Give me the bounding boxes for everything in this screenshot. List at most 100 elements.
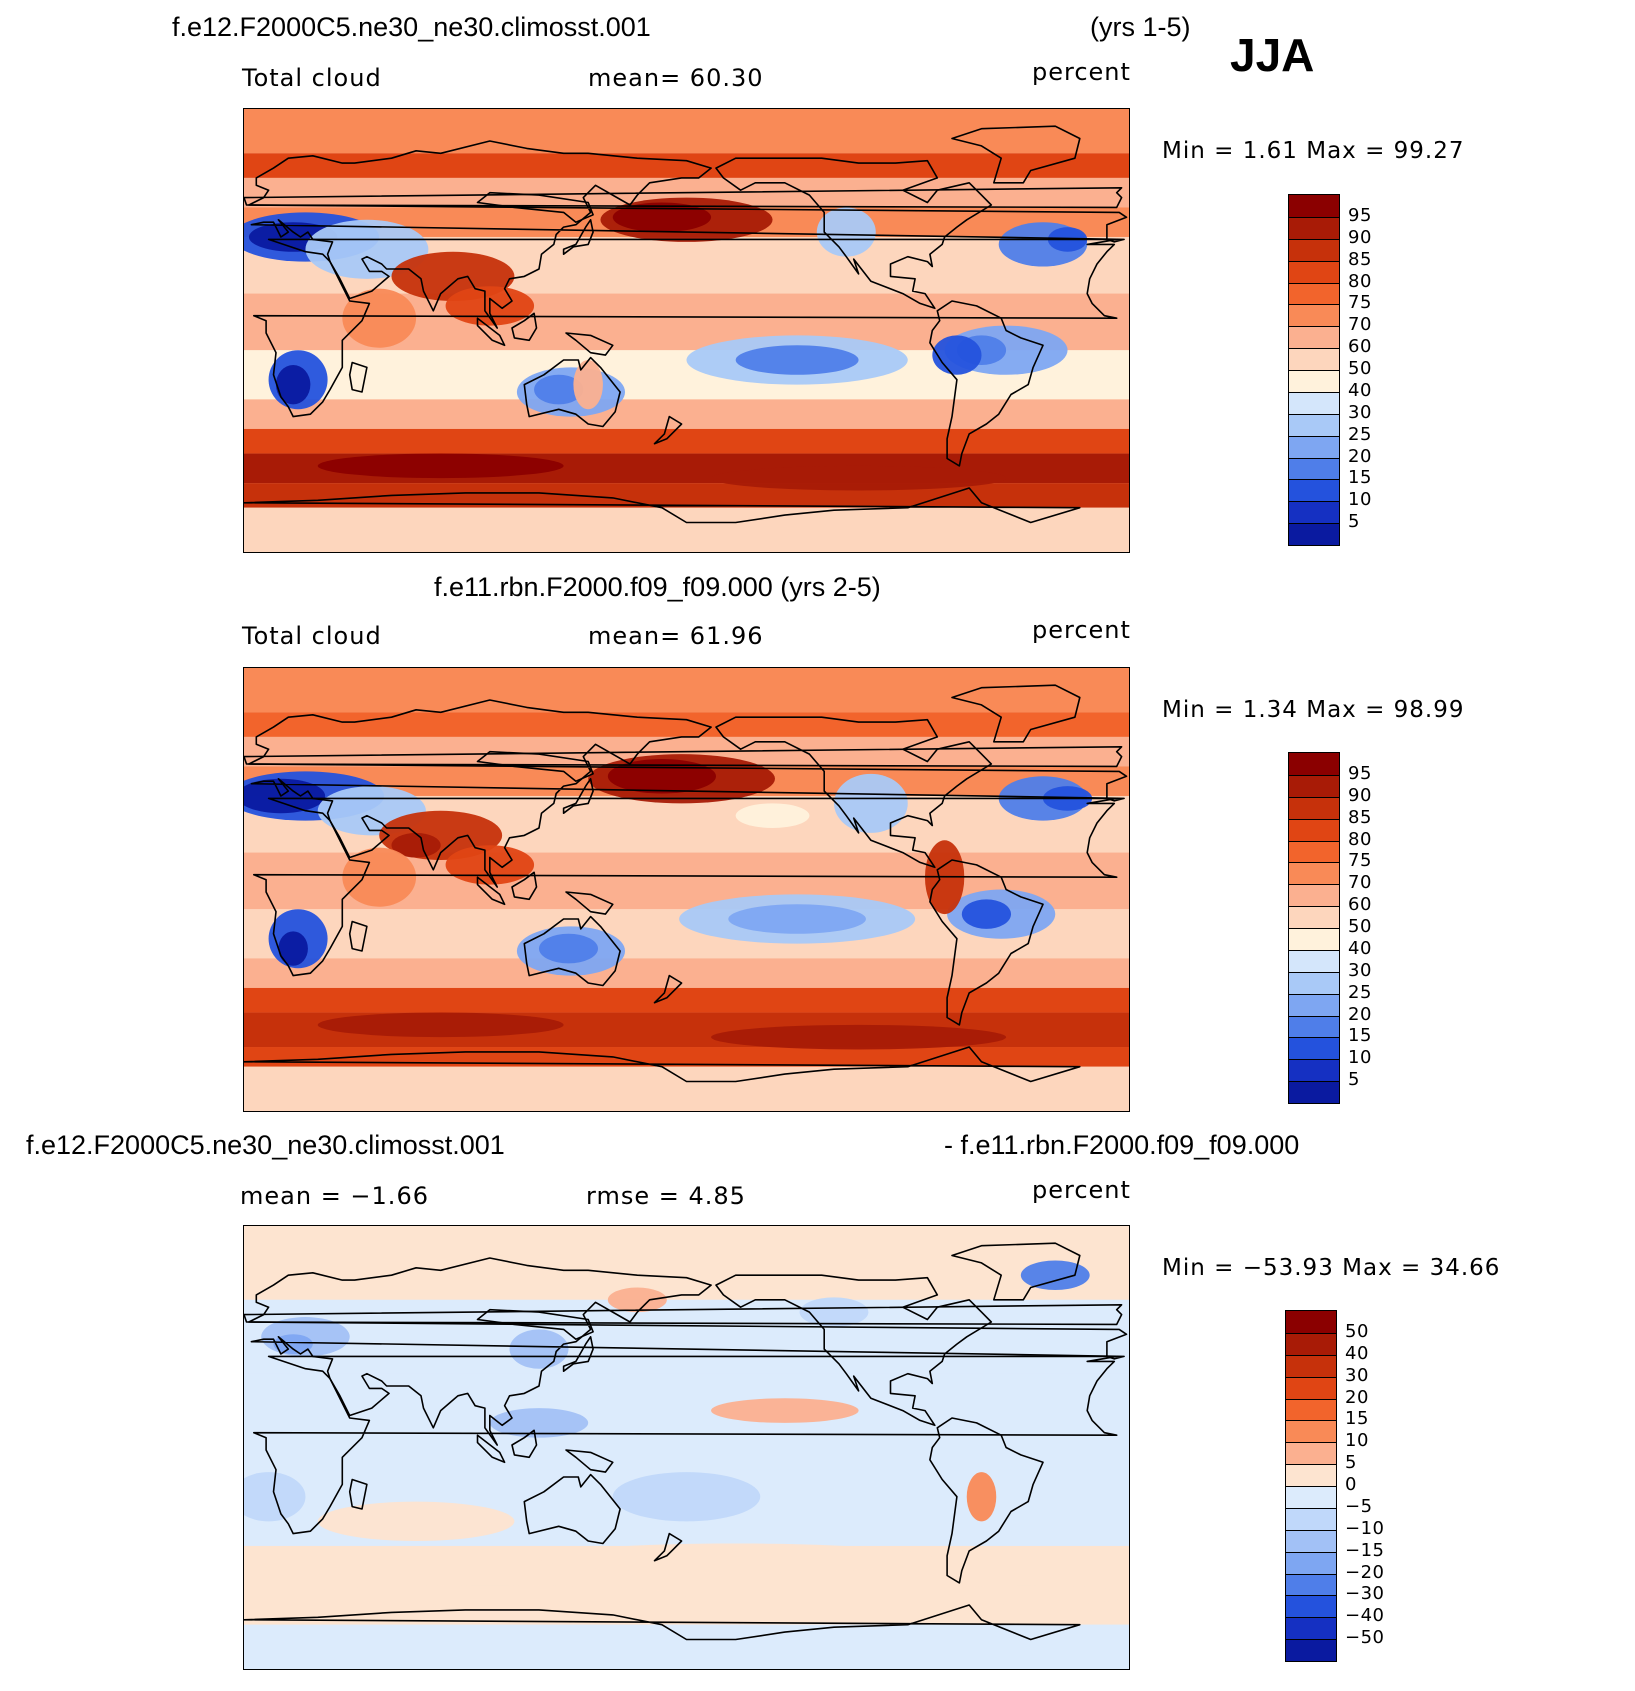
panel2-minmax: Min = 1.34 Max = 98.99	[1162, 697, 1465, 723]
field-band	[244, 1066, 1129, 1111]
panel3-case-left: f.e12.F2000C5.ne30_ne30.climosst.001	[26, 1130, 505, 1160]
colorbar-swatch	[1286, 1420, 1336, 1443]
colorbar-swatch	[1286, 1332, 1336, 1355]
coastline-newguinea	[565, 891, 614, 915]
colorbar-label: 25	[1348, 981, 1372, 1003]
coastline-sealand	[476, 750, 594, 782]
colorbar-swatch	[1286, 1311, 1336, 1333]
colorbar-swatch	[1289, 304, 1339, 327]
coastline-greenland	[951, 125, 1081, 184]
colorbar-swatch	[1286, 1464, 1336, 1486]
colorbar-label: 50	[1348, 916, 1372, 937]
coastline-japan	[562, 778, 594, 814]
field-contour	[489, 1408, 589, 1438]
field-contour	[735, 803, 810, 828]
colorbar-swatch	[1289, 523, 1339, 545]
coastline-antarctica	[244, 1604, 1081, 1641]
field-contour	[244, 778, 326, 814]
coastline-uk	[244, 746, 1123, 768]
coastline-uk	[244, 187, 1123, 209]
colorbar-label: 30	[1345, 1364, 1369, 1386]
colorbar-label: 85	[1348, 806, 1372, 828]
colorbar-swatch	[1289, 238, 1339, 261]
colorbar-swatch	[1286, 1376, 1336, 1399]
colorbar-label: 5	[1345, 1452, 1357, 1474]
coastline-borneo	[511, 1429, 538, 1459]
panel1-years: (yrs 1-5)	[1090, 12, 1191, 42]
colorbar-swatch	[1289, 435, 1339, 458]
colorbar-swatch	[1289, 928, 1339, 950]
colorbar-label: 80	[1348, 270, 1372, 292]
colorbar-label: 90	[1348, 784, 1372, 806]
colorbar-label: 50	[1345, 1320, 1369, 1342]
colorbar-swatch	[1289, 796, 1339, 819]
colorbar-swatch	[1286, 1639, 1336, 1661]
colorbar-swatch	[1289, 971, 1339, 994]
field-contour	[573, 360, 603, 410]
colorbar-swatch	[1289, 216, 1339, 239]
panel1-variable: Total cloud	[242, 64, 382, 92]
colorbar-label: 70	[1348, 872, 1372, 894]
coastline-nz	[653, 1532, 683, 1562]
colorbar-label: 15	[1348, 1025, 1372, 1047]
colorbar-swatch	[1286, 1398, 1336, 1421]
colorbar-box	[1288, 752, 1340, 1104]
field-contour	[607, 759, 716, 794]
panel3-case-right: - f.e11.rbn.F2000.f09_f09.000	[944, 1130, 1300, 1160]
coastline-madagascar	[348, 361, 368, 393]
field-contour	[317, 1501, 515, 1542]
panel3-minmax: Min = −53.93 Max = 34.66	[1162, 1255, 1501, 1281]
colorbar-label: 10	[1348, 489, 1372, 511]
colorbar-swatch	[1289, 413, 1339, 436]
colorbar-label: 5	[1348, 1069, 1360, 1091]
field-band	[244, 428, 1129, 454]
colorbar-swatch	[1289, 326, 1339, 349]
panel1-mean: mean= 60.30	[588, 64, 764, 92]
field-band	[244, 1226, 1129, 1300]
colorbar-swatch	[1286, 1486, 1336, 1508]
coastline-sumatra	[476, 876, 506, 906]
field-contour	[961, 899, 1012, 929]
field-band	[244, 1624, 1129, 1669]
field-contour	[293, 1585, 687, 1606]
colorbar-swatch	[1289, 884, 1339, 907]
colorbar-label: 10	[1348, 1047, 1372, 1069]
field-contour	[342, 288, 417, 348]
field-band	[244, 987, 1129, 1013]
field-band	[244, 109, 1129, 154]
map-canvas	[244, 668, 1129, 1111]
colorbar-swatch	[1286, 1442, 1336, 1465]
field-contour	[711, 465, 1007, 491]
field-contour	[735, 345, 859, 375]
colorbar-label: 20	[1348, 1003, 1372, 1025]
colorbar-label: 75	[1348, 292, 1372, 314]
colorbar-swatch	[1286, 1354, 1336, 1377]
colorbar-swatch	[1289, 906, 1339, 928]
colorbar-label: 25	[1348, 423, 1372, 445]
map-canvas	[244, 1226, 1129, 1669]
colorbar-label: −50	[1345, 1627, 1385, 1649]
colorbar-box	[1288, 194, 1340, 546]
colorbar-label: −5	[1345, 1495, 1373, 1517]
panel2-case-title: f.e11.rbn.F2000.f09_f09.000 (yrs 2-5)	[434, 572, 881, 602]
field-contour	[607, 1287, 667, 1313]
coastline-greenland	[951, 1242, 1081, 1301]
colorbar-swatch	[1286, 1529, 1336, 1552]
coastline-samerica	[929, 1417, 1044, 1584]
colorbar-swatch	[1286, 1595, 1336, 1618]
coastline-europe	[248, 140, 1128, 329]
colorbar-label: 40	[1348, 379, 1372, 401]
field-contour	[966, 1472, 997, 1522]
field-contour	[612, 202, 712, 233]
panel1-map	[243, 108, 1130, 553]
colorbar-swatch	[1289, 479, 1339, 502]
colorbar-label: −15	[1345, 1539, 1385, 1561]
coastline-sumatra	[476, 317, 506, 347]
colorbar-swatch	[1286, 1507, 1336, 1530]
panel2-mean: mean= 61.96	[588, 622, 764, 650]
panel2-map	[243, 667, 1130, 1112]
coastline-namerica	[715, 157, 993, 310]
field-contour	[932, 335, 982, 375]
colorbar-label: 95	[1348, 204, 1372, 226]
coastline-borneo	[511, 871, 538, 901]
